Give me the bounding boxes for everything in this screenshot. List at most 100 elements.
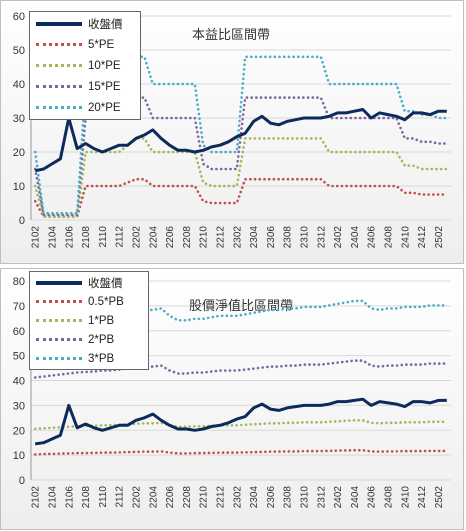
x-tick-label: 2102 (31, 226, 42, 249)
series-line-0 (34, 108, 447, 173)
x-tick-label: 2312 (316, 226, 327, 249)
x-tick-label: 2112 (115, 226, 126, 248)
series-line-0 (34, 397, 447, 446)
x-tick-label: 2110 (98, 226, 109, 248)
legend-item: 3*PB (30, 349, 148, 368)
y-tick-label: 50 (13, 351, 25, 363)
legend-swatch (36, 319, 82, 322)
x-tick-label: 2308 (283, 226, 294, 249)
series-line-2 (33, 137, 449, 218)
x-tick-label: 2310 (300, 486, 311, 509)
chart-title: 股價淨值比區間帶 (189, 298, 293, 313)
x-tick-label: 2310 (300, 226, 311, 249)
legend-label: 10*PE (88, 59, 121, 72)
y-tick-label: 40 (13, 79, 25, 91)
x-tick-label: 2408 (384, 486, 395, 509)
y-tick-label: 30 (13, 113, 25, 125)
legend-label: 15*PE (88, 80, 121, 93)
x-tick-label: 2304 (249, 486, 260, 509)
x-tick-label: 2104 (48, 226, 59, 249)
x-tick-label: 2104 (48, 486, 59, 509)
x-tick-label: 2306 (266, 486, 277, 509)
legend-item: 收盤價 (30, 13, 140, 34)
x-tick-label: 2402 (333, 486, 344, 509)
x-tick-label: 2308 (283, 486, 294, 509)
legend-swatch (36, 106, 82, 109)
pe-band-chart-panel: 0 10 20 30 40 50 60 2102 2104 2106 2108 2110 2112 220… (0, 0, 464, 264)
pb-legend: 收盤價 0.5*PB 1*PB 2*PB 3*PB (29, 271, 149, 370)
x-tick-label: 2412 (417, 486, 428, 509)
legend-item: 2*PB (30, 330, 148, 349)
y-tick-label: 20 (13, 425, 25, 437)
x-tick-label: 2212 (216, 226, 227, 249)
legend-swatch (36, 357, 82, 360)
y-tick-label: 30 (13, 400, 25, 412)
series-line-1 (33, 448, 449, 456)
legend-item: 15*PE (30, 76, 140, 97)
x-tick-label: 2208 (182, 226, 193, 249)
x-tick-label: 2106 (64, 486, 75, 509)
series-line-4 (33, 55, 449, 215)
legend-label: 收盤價 (88, 18, 123, 31)
x-tick-label: 2206 (165, 486, 176, 509)
legend-swatch (36, 64, 82, 67)
legend-label: 1*PB (88, 314, 115, 327)
x-tick-label: 2302 (232, 486, 243, 509)
legend-item: 5*PE (30, 34, 140, 55)
legend-label: 0.5*PB (88, 295, 124, 308)
legend-label: 收盤價 (88, 277, 123, 290)
x-tick-label: 2406 (367, 486, 378, 509)
legend-swatch (36, 21, 82, 26)
pb-band-chart: 0 10 20 30 40 50 60 70 80 2102 2104 2106 2108 2110 211… (13, 276, 451, 509)
x-tick-label: 2404 (350, 486, 361, 509)
x-tick-label: 2412 (417, 226, 428, 249)
x-tick-label: 2106 (64, 226, 75, 249)
x-tick-label: 2108 (81, 226, 92, 249)
y-tick-label: 60 (13, 326, 25, 338)
legend-swatch (36, 43, 82, 46)
x-tick-label: 2112 (115, 486, 126, 508)
legend-swatch (36, 85, 82, 88)
legend-label: 5*PE (88, 38, 115, 51)
x-tick-label: 2306 (266, 226, 277, 249)
legend-item: 10*PE (30, 55, 140, 76)
x-tick-label: 2208 (182, 486, 193, 509)
x-tick-label: 2410 (400, 486, 411, 509)
x-tick-label: 2204 (148, 226, 159, 249)
x-tick-label: 2502 (434, 226, 445, 249)
x-tick-label: 2406 (367, 226, 378, 249)
x-tick-label: 2210 (199, 226, 210, 249)
y-tick-label: 10 (13, 181, 25, 193)
pe-legend: 收盤價 5*PE 10*PE 15*PE 20*PE (29, 11, 141, 120)
legend-item: 1*PB (30, 311, 148, 330)
legend-swatch (36, 338, 82, 341)
legend-label: 20*PE (88, 101, 121, 114)
x-tick-label: 2302 (232, 226, 243, 249)
series-line-3 (33, 359, 449, 379)
x-tick-label: 2110 (98, 486, 109, 508)
series-line-3 (33, 96, 449, 217)
legend-item: 收盤價 (30, 273, 148, 292)
legend-swatch (36, 300, 82, 303)
legend-swatch (36, 280, 82, 285)
pe-band-chart: 0 10 20 30 40 50 60 2102 2104 2106 2108 2110 2112 220… (13, 11, 451, 249)
y-tick-label: 0 (19, 215, 25, 227)
x-tick-label: 2210 (199, 486, 210, 509)
x-tick-label: 2410 (400, 226, 411, 249)
x-tick-label: 2202 (132, 226, 143, 249)
x-tick-label: 2312 (316, 486, 327, 509)
x-tick-label: 2408 (384, 226, 395, 249)
chart-title: 本益比區間帶 (192, 27, 270, 42)
x-tick-label: 2204 (148, 486, 159, 509)
y-tick-label: 80 (13, 276, 25, 288)
legend-label: 3*PB (88, 352, 115, 365)
x-tick-label: 2502 (434, 486, 445, 509)
x-tick-label: 2304 (249, 226, 260, 249)
x-tick-label: 2212 (216, 486, 227, 509)
legend-item: 20*PE (30, 97, 140, 118)
x-tick-label: 2404 (350, 226, 361, 249)
pb-band-chart-panel: 0 10 20 30 40 50 60 70 80 2102 2104 2106 2108 2110 211… (0, 268, 464, 530)
x-tick-label: 2202 (132, 486, 143, 509)
x-tick-label: 2102 (31, 486, 42, 509)
y-tick-label: 20 (13, 147, 25, 159)
